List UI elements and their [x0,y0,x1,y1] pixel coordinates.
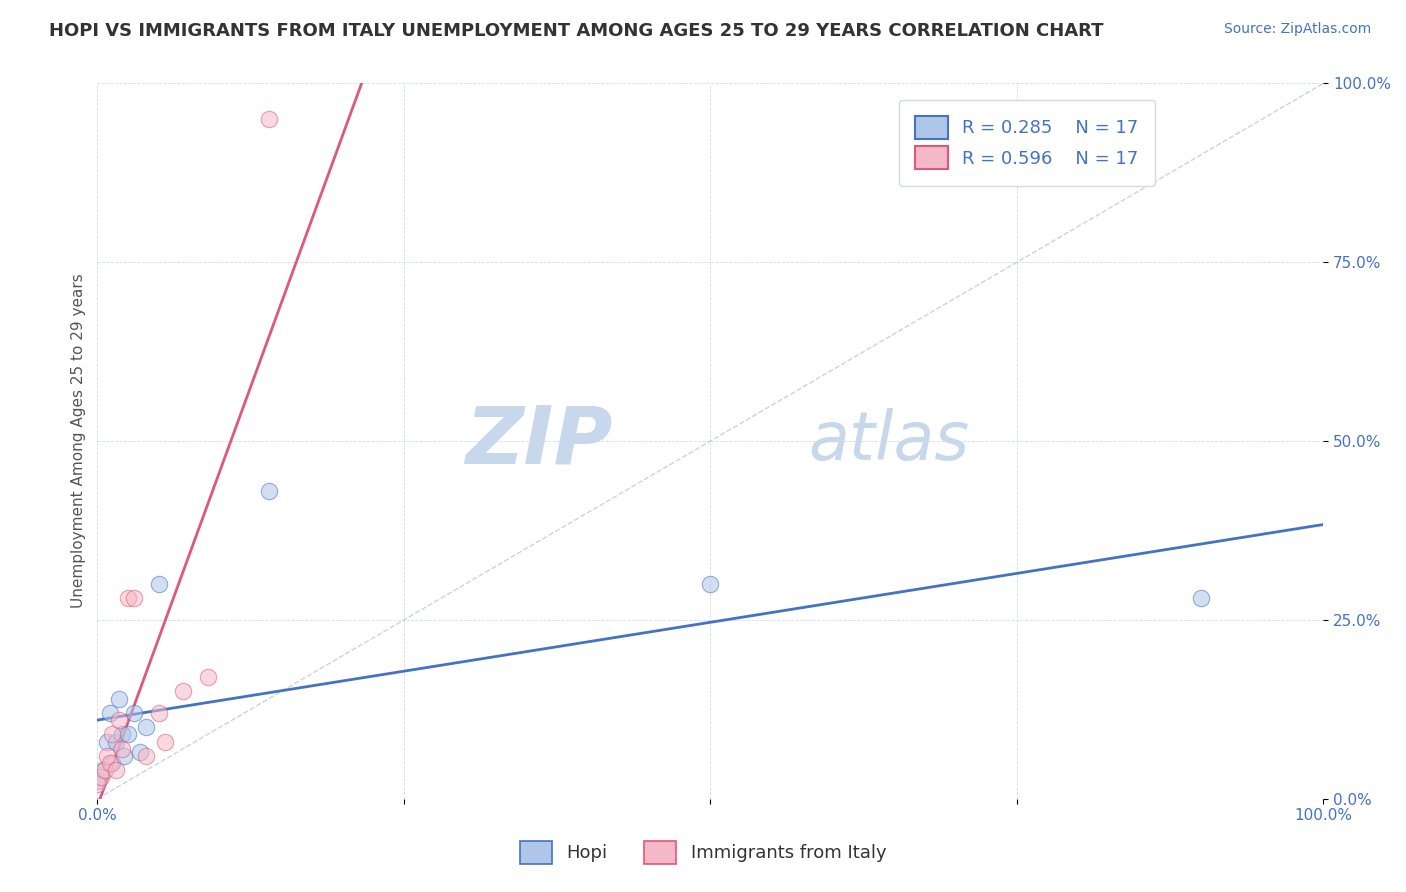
Point [153,734,176,748]
Point [101,727,124,741]
Point [148,706,170,720]
Point [93,763,115,777]
Point [111,741,134,756]
Point [122,706,145,720]
Point [135,720,157,734]
Text: HOPI VS IMMIGRANTS FROM ITALY UNEMPLOYMENT AMONG AGES 25 TO 29 YEARS CORRELATION: HOPI VS IMMIGRANTS FROM ITALY UNEMPLOYME… [49,22,1104,40]
Point [104,734,127,748]
Point [86,773,108,788]
Legend: Hopi, Immigrants from Italy: Hopi, Immigrants from Italy [505,826,901,879]
Point [129,745,152,759]
Y-axis label: Unemployment Among Ages 25 to 29 years: Unemployment Among Ages 25 to 29 years [72,274,86,608]
Point [93,763,115,777]
Point [172,684,194,698]
Point [104,763,127,777]
Point [96,734,118,748]
Point [98,706,121,720]
Point [699,577,721,591]
Legend: R = 0.285    N = 17, R = 0.596    N = 17: R = 0.285 N = 17, R = 0.596 N = 17 [900,100,1154,186]
Text: Source: ZipAtlas.com: Source: ZipAtlas.com [1223,22,1371,37]
Point [1189,591,1212,606]
Point [112,748,135,763]
Point [96,748,118,763]
Point [257,112,280,127]
Text: ZIP: ZIP [465,402,612,480]
Point [148,577,170,591]
Point [257,484,280,499]
Point [122,591,145,606]
Point [101,756,124,770]
Point [111,727,134,741]
Point [117,591,139,606]
Point [98,756,121,770]
Point [197,670,219,684]
Point [108,713,131,727]
Point [135,748,157,763]
Point [108,691,131,706]
Text: atlas: atlas [808,409,970,475]
Point [117,727,139,741]
Point [86,777,108,791]
Point [90,770,112,784]
